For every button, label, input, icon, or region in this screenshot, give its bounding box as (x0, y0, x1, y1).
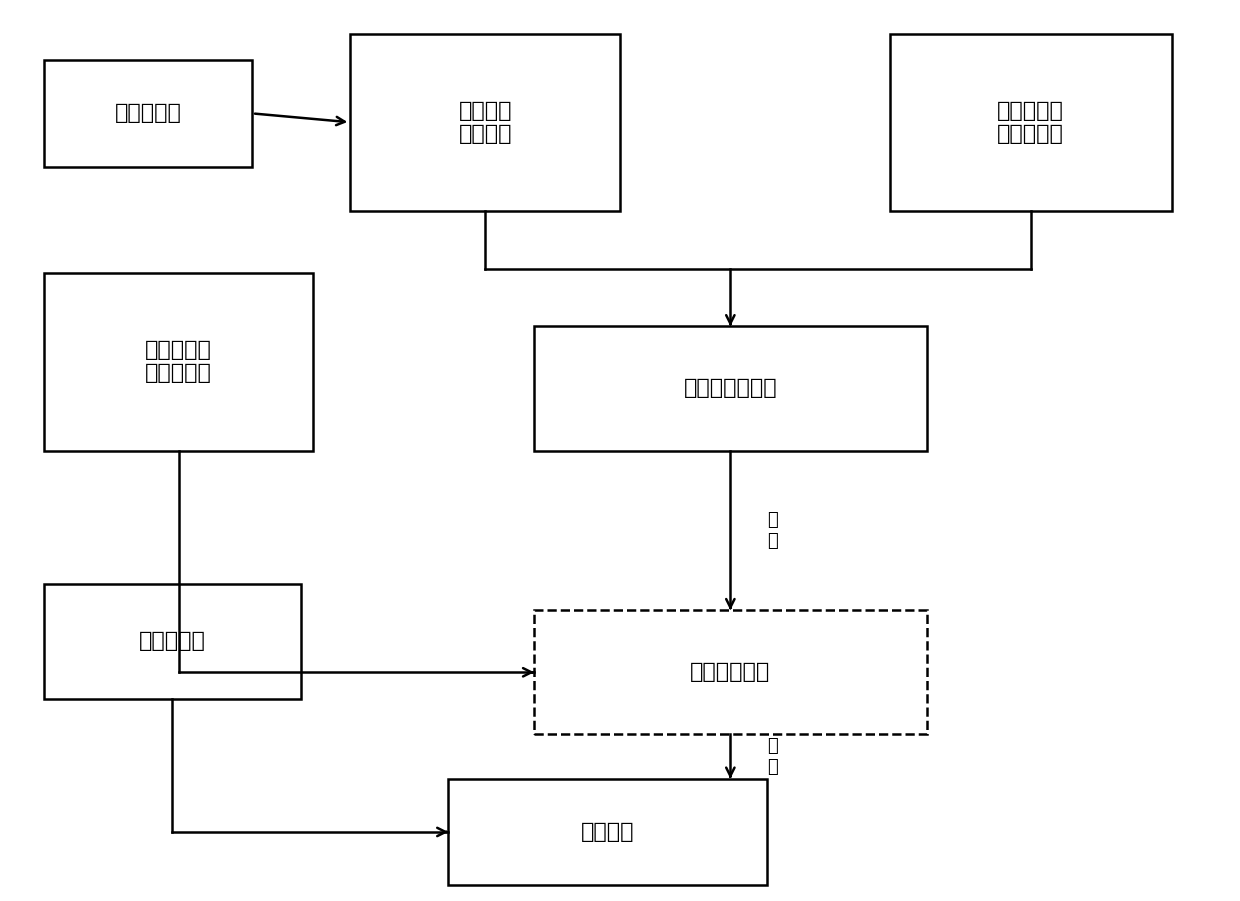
Text: 普朗克曲线: 普朗克曲线 (139, 632, 206, 651)
FancyBboxPatch shape (43, 584, 301, 699)
FancyBboxPatch shape (43, 273, 314, 450)
FancyBboxPatch shape (449, 778, 768, 885)
Text: 拟
合: 拟 合 (768, 511, 777, 550)
Text: 光谱仪标定: 光谱仪标定 (114, 104, 181, 123)
Text: 燃气光谱波
长采集数据: 燃气光谱波 长采集数据 (145, 341, 212, 384)
FancyBboxPatch shape (890, 33, 1172, 211)
Text: 实测关系曲线: 实测关系曲线 (691, 662, 770, 682)
Text: 光谱强度补偿值: 光谱强度补偿值 (683, 378, 777, 398)
Text: 匹
配: 匹 配 (768, 737, 777, 776)
FancyBboxPatch shape (534, 326, 926, 450)
Text: 燃气温度: 燃气温度 (582, 822, 635, 842)
FancyBboxPatch shape (350, 33, 620, 211)
Text: 光谱强度
损失函数: 光谱强度 损失函数 (459, 101, 512, 144)
FancyBboxPatch shape (43, 60, 252, 167)
FancyBboxPatch shape (534, 610, 926, 734)
Text: 燃气光谱强
度采集数据: 燃气光谱强 度采集数据 (997, 101, 1064, 144)
